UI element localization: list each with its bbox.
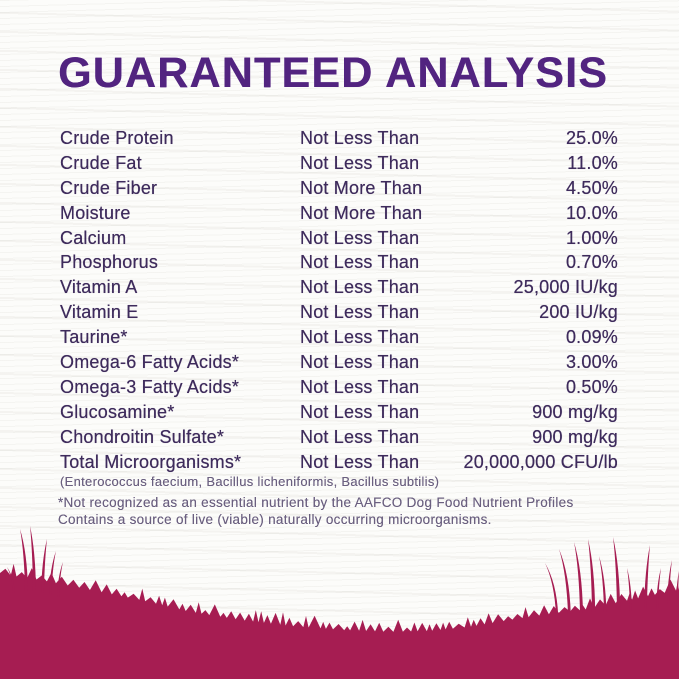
grass-blade (545, 563, 559, 615)
nutrient-name: Crude Fat (60, 152, 142, 173)
table-row: Vitamin E Not Less Than 200 IU/kg (60, 300, 618, 325)
table-row: Moisture Not More Than 10.0% (60, 201, 618, 226)
grass-blade (656, 568, 661, 609)
qualifier: Not Less Than (300, 426, 420, 447)
table-row: Glucosamine* Not Less Than 900 mg/kg (60, 400, 618, 425)
value: 10.0% (565, 202, 618, 223)
grass-silhouette (0, 526, 679, 679)
nutrient-name: Crude Protein (60, 127, 174, 148)
table-row: Omega-3 Fatty Acids* Not Less Than 0.50% (60, 375, 618, 400)
qualifier: Not Less Than (300, 277, 420, 298)
qualifier: Not Less Than (300, 252, 420, 273)
qualifier: Not Less Than (300, 401, 420, 422)
qualifier: Not Less Than (300, 227, 420, 248)
table-row: Chondroitin Sulfate* Not Less Than 900 mg/… (60, 425, 618, 450)
qualifier: Not Less Than (300, 327, 420, 348)
nutrient-name: Taurine* (60, 327, 128, 348)
grass-blade (30, 526, 36, 591)
value: 0.50% (565, 376, 618, 397)
nutrient-name: Moisture (60, 202, 131, 223)
nutrient-name: Omega-3 Fatty Acids* (60, 376, 240, 397)
table-row: Crude Protein Not Less Than 25.0% (60, 126, 618, 151)
grass-blade (57, 562, 63, 597)
footnote: *Not recognized as an essential nutrient… (58, 495, 574, 528)
value: 3.00% (565, 351, 618, 372)
grass-blade (49, 551, 56, 595)
grass-blade (644, 545, 650, 609)
qualifier: Not Less Than (300, 451, 420, 472)
grass-blade (599, 556, 607, 612)
nutrient-name: Vitamin E (60, 302, 139, 323)
qualifier: Not Less Than (300, 376, 420, 397)
table-row: Crude Fiber Not More Than 4.50% (60, 176, 618, 201)
nutrient-name: Calcium (60, 227, 127, 248)
value: 1.00% (565, 227, 618, 248)
grass-blade (613, 537, 621, 611)
qualifier: Not Less Than (300, 152, 420, 173)
grass-blade (574, 542, 583, 613)
qualifier: Not More Than (300, 177, 423, 198)
table-row: Taurine* Not Less Than 0.09% (60, 325, 618, 350)
grass-blade (627, 568, 632, 611)
value: 25,000 IU/kg (513, 277, 618, 298)
value: 25.0% (565, 127, 618, 148)
qualifier: Not Less Than (300, 127, 420, 148)
qualifier: Not Less Than (300, 351, 420, 372)
microorganisms-note: (Enterococcus faecium, Bacillus lichenif… (60, 474, 440, 489)
grass-blade (559, 549, 571, 614)
value: 900 mg/kg (532, 401, 618, 422)
nutrient-name: Total Microorganisms* (60, 451, 242, 472)
table-row: Omega-6 Fatty Acids* Not Less Than 3.00% (60, 350, 618, 375)
footnote-line-1: *Not recognized as an essential nutrient… (58, 495, 574, 510)
grass-blades (7, 526, 679, 615)
table-row: Phosphorus Not Less Than 0.70% (60, 250, 618, 275)
panel-title: GUARANTEED ANALYSIS (58, 49, 609, 97)
nutrient-name: Vitamin A (60, 277, 138, 298)
value: 11.0% (567, 152, 618, 173)
qualifier: Not Less Than (300, 302, 420, 323)
grass-blade (667, 560, 672, 605)
grass-mound (0, 563, 679, 679)
nutrient-name: Chondroitin Sulfate* (60, 426, 225, 447)
value: 20,000,000 CFU/lb (463, 451, 618, 472)
grass-blade (7, 567, 15, 593)
analysis-table: Crude Protein Not Less Than 25.0% Crude Fat… (60, 126, 618, 474)
nutrient-name: Glucosamine* (60, 401, 175, 422)
table-row: Vitamin A Not Less Than 25,000 IU/kg (60, 275, 618, 300)
qualifier: Not More Than (300, 202, 423, 223)
value: 900 mg/kg (532, 426, 618, 447)
value: 200 IU/kg (539, 302, 618, 323)
table-row: Calcium Not Less Than 1.00% (60, 226, 618, 251)
grass-blade (20, 529, 28, 591)
grass-blade (41, 539, 47, 593)
value: 0.70% (565, 252, 618, 273)
nutrient-name: Crude Fiber (60, 177, 158, 198)
table-row: Total Microorganisms* Not Less Than 20,000… (60, 450, 618, 475)
grass-blade (588, 539, 596, 612)
value: 4.50% (565, 177, 618, 198)
grass-blade (676, 571, 679, 603)
nutrient-name: Omega-6 Fatty Acids* (60, 351, 240, 372)
footnote-line-2: Contains a source of live (viable) natur… (58, 511, 492, 527)
table-row: Crude Fat Not Less Than 11.0% (60, 151, 618, 176)
nutrient-name: Phosphorus (60, 252, 159, 273)
value: 0.09% (565, 327, 618, 348)
